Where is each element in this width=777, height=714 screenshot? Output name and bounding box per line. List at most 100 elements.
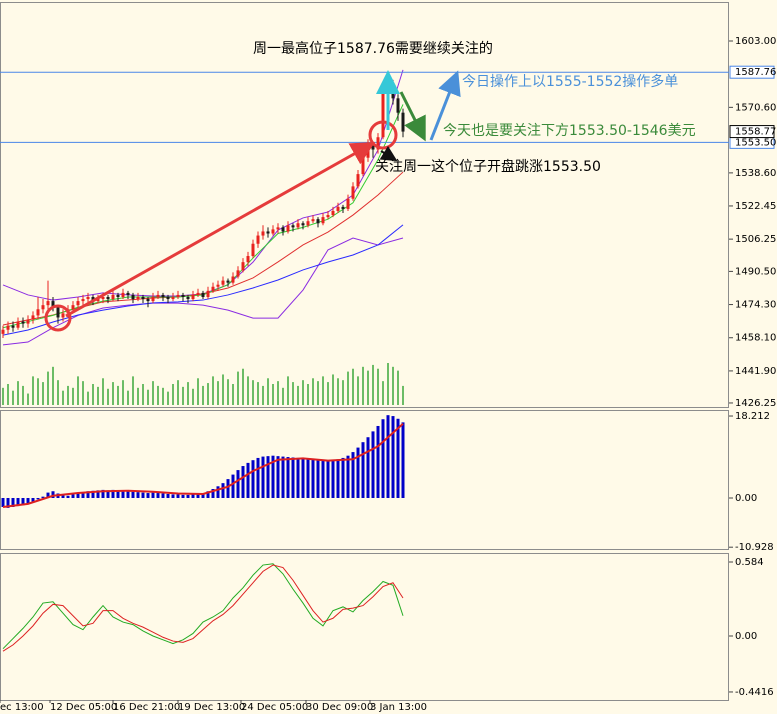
candle-body (76, 301, 80, 306)
candle-body (56, 307, 60, 318)
bid-label: 1558.77 (735, 127, 776, 138)
candle-body (341, 206, 345, 209)
candle-body (246, 256, 250, 263)
histogram-bar (191, 494, 195, 499)
marks: 1603.00 1570.60 1538.60 1522.45 1506.25 1490.… (0, 36, 776, 713)
histogram-bar (161, 493, 165, 499)
candle-body (101, 296, 105, 300)
bid-box (729, 125, 775, 139)
histogram-bar (41, 496, 45, 499)
candle-body (116, 294, 120, 297)
histogram-bar (291, 457, 295, 499)
histogram-bar (356, 447, 360, 499)
candle-body (36, 309, 40, 316)
y-tick-label: 1426.25 (735, 398, 776, 409)
y-tick-label: 0.00 (735, 631, 757, 642)
histogram-bar (321, 460, 325, 499)
candle-body (51, 301, 55, 308)
candle-body (401, 112, 405, 132)
histogram-bar (186, 494, 190, 499)
histogram-bar (246, 462, 250, 499)
histogram-bar (326, 460, 330, 499)
candle-body (31, 315, 35, 320)
candle-body (396, 98, 400, 113)
histogram-bar (91, 490, 95, 499)
candle-body (301, 223, 305, 226)
candle-body (266, 231, 270, 234)
histogram-bar (236, 470, 240, 499)
candle-body (196, 292, 200, 295)
candle-body (121, 292, 125, 297)
candle-body (231, 276, 235, 283)
histogram-bar (281, 456, 285, 499)
candle-body (41, 305, 45, 310)
histogram-bar (251, 460, 255, 499)
histogram-bar (306, 458, 310, 499)
candle-body (1, 329, 5, 334)
histogram-bar (386, 415, 390, 499)
candle-body (256, 235, 260, 244)
trend-arrow (65, 142, 376, 318)
histogram-bar (141, 492, 145, 499)
annotation: 关注周一这个位子开盘跳涨1553.50 (375, 158, 601, 175)
histogram-bar (226, 479, 230, 499)
candle-body (251, 243, 255, 257)
x-tick-label: 24 Dec 05:00 (241, 702, 308, 713)
histogram-bar (16, 498, 20, 507)
histogram-bar (151, 492, 155, 499)
x-tick-label: ec 13:00 (0, 702, 44, 713)
histogram-bar (296, 457, 300, 499)
candle-body (6, 325, 10, 330)
oscillator-line (2, 564, 404, 652)
annotation: 今天也是要关注下方1553.50-1546美元 (443, 123, 696, 139)
histogram-bar (311, 459, 315, 499)
histogram-bar (46, 492, 50, 499)
histogram-bar (36, 498, 40, 500)
histogram-bar (176, 494, 180, 499)
histogram-bar (1, 498, 5, 508)
candle-body (216, 284, 220, 287)
histogram-bar (381, 419, 385, 499)
candle-body (141, 296, 145, 300)
up-arrow (429, 70, 461, 141)
candle-body (261, 231, 265, 236)
x-tick-label: 12 Dec 05:00 (50, 702, 117, 713)
candle-body (221, 280, 225, 285)
annotation: 周一最高位子1587.76需要继续关注的 (253, 40, 493, 57)
candle-body (86, 296, 90, 300)
candle-body (241, 262, 245, 271)
histogram-bar (361, 442, 365, 499)
histogram-bar (221, 483, 225, 499)
histogram-bar (76, 493, 80, 499)
histogram-bar (216, 486, 220, 499)
y-tick-label: 1490.50 (735, 266, 776, 277)
price-label-box (729, 65, 775, 79)
candle-body (71, 305, 75, 310)
macd-panel (0, 410, 729, 550)
histogram-bar (96, 490, 100, 499)
candle-body (81, 299, 85, 302)
candle-body (306, 221, 310, 226)
down-arrow (399, 91, 426, 142)
histogram-bar (301, 458, 305, 499)
histogram-bar (396, 418, 400, 499)
candle-body (201, 292, 205, 297)
x-tick-label: 19 Dec 13:00 (178, 702, 245, 713)
histogram-bar (371, 431, 375, 499)
candle-body (191, 294, 195, 300)
histogram-bar (286, 457, 290, 499)
candle-body (16, 321, 20, 328)
candle-body (161, 294, 165, 297)
histogram-bar (271, 455, 275, 499)
candle-body (311, 219, 315, 222)
candle-body (206, 290, 210, 297)
y-tick-label: 1538.60 (735, 168, 776, 179)
histogram-bar (101, 489, 105, 499)
histogram-bar (366, 437, 370, 499)
circle-marker (44, 304, 72, 332)
histogram-bar (71, 494, 75, 499)
histogram-bar (11, 498, 15, 508)
histogram-bar (241, 466, 245, 499)
candle-body (126, 292, 130, 295)
